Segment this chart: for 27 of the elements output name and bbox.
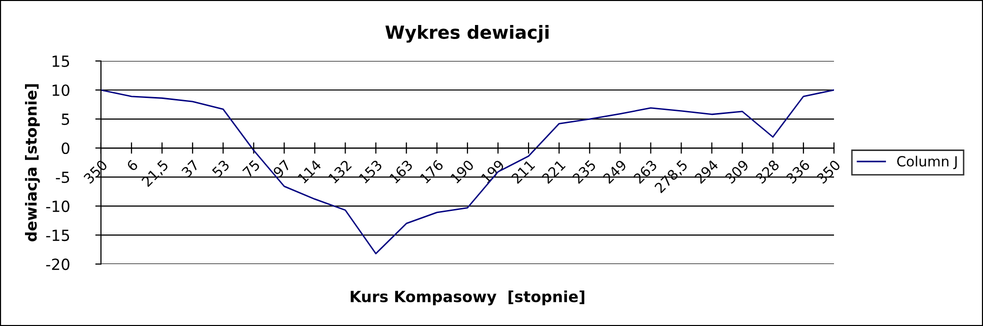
x-tick-label: 176	[419, 159, 444, 184]
x-tick-label: 53	[212, 159, 230, 178]
x-tick-label: 114	[297, 159, 322, 184]
x-tick-label: 75	[242, 160, 260, 178]
y-tick-label: -20	[46, 258, 70, 270]
x-tick-label: 97	[272, 159, 291, 178]
x-axis-title: Kurs Kompasowy [stopnie]	[350, 290, 584, 306]
y-tick-label: -15	[46, 230, 70, 242]
y-tick-label: 10	[52, 84, 70, 96]
y-tick-label: 15	[52, 56, 70, 68]
y-tick-label: 0	[62, 142, 70, 154]
x-tick-label: 190	[450, 159, 474, 184]
x-tick-label: 211	[510, 160, 536, 184]
legend-label: Column J	[897, 156, 957, 170]
x-tick-label: 263	[632, 159, 658, 184]
y-tick-label: 5	[62, 114, 70, 126]
y-axis-title: dewiacja [stopnie]	[24, 84, 40, 242]
x-tick-label: 350	[83, 159, 108, 184]
x-tick-label: 37	[181, 159, 200, 178]
chart-title: Wykres dewiacji	[385, 25, 549, 43]
x-tick-label: 294	[694, 159, 719, 184]
x-tick-label: 249	[602, 159, 628, 184]
x-tick-label: 163	[388, 159, 414, 184]
x-tick-label: 221	[541, 160, 566, 184]
x-tick-label: 6	[126, 159, 138, 172]
y-tick-label: -5	[56, 172, 70, 184]
y-tick-label: -10	[46, 200, 70, 212]
